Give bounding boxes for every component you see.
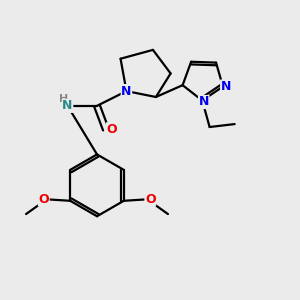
- Text: O: O: [106, 123, 117, 136]
- Text: N: N: [221, 80, 231, 93]
- Text: O: O: [38, 193, 49, 206]
- Text: N: N: [121, 85, 132, 98]
- Text: O: O: [145, 193, 156, 206]
- Text: N: N: [199, 95, 209, 109]
- Text: H: H: [58, 94, 68, 104]
- Text: N: N: [62, 99, 73, 112]
